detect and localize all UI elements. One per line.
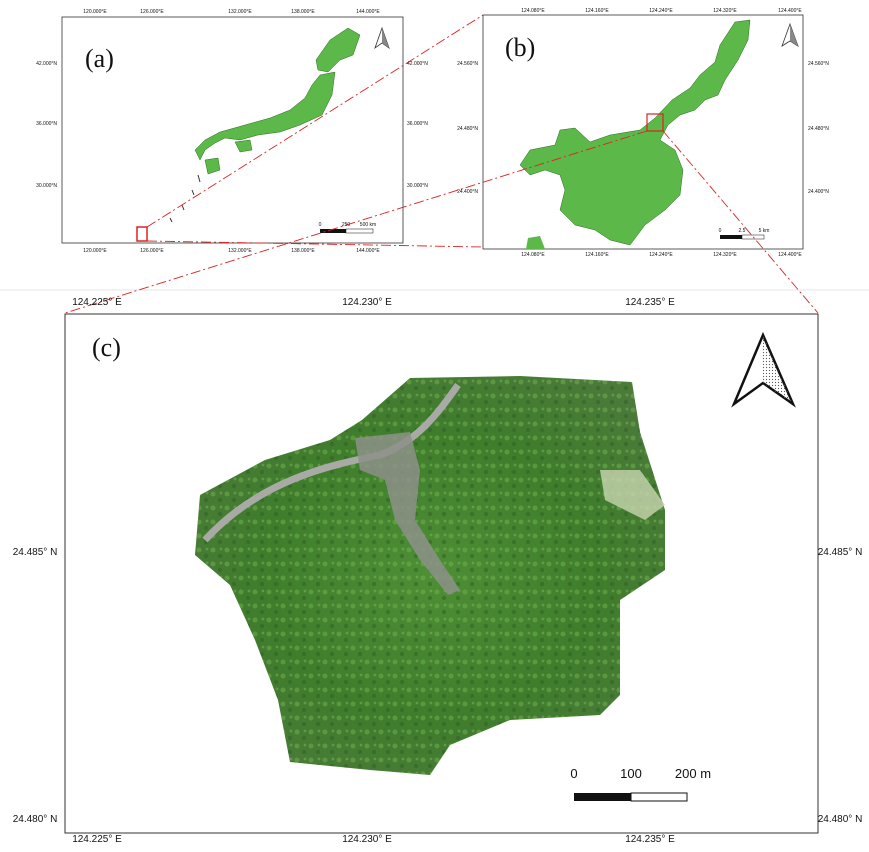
y-tick-label: 24.400°N xyxy=(457,189,478,195)
y-tick-label: 24.560°N xyxy=(808,61,829,67)
page: Study area map {"panels": [ {"label": "(… xyxy=(0,0,869,847)
panel-label: (b) xyxy=(505,33,535,62)
y-tick-label: 30.000°N xyxy=(407,183,428,189)
y-tick-label: 42.000°N xyxy=(36,61,57,67)
scale-bar xyxy=(346,229,373,233)
panel-label: (a) xyxy=(85,44,114,73)
x-tick-label: 124.240°E xyxy=(649,8,673,14)
x-tick-label: 124.320°E xyxy=(713,8,737,14)
x-tick-label: 124.230° E xyxy=(342,297,392,308)
panel-a: (a) xyxy=(62,17,403,243)
figure: (a) (b) (c) 120.000°E120.000°E126.000° xyxy=(0,0,869,847)
x-tick-label: 124.235° E xyxy=(625,834,675,845)
scale-bar xyxy=(631,793,687,801)
x-tick-label: 132.000°E xyxy=(228,9,252,15)
panel-c: (c) xyxy=(65,314,818,833)
y-tick-label: 42.000°N xyxy=(407,61,428,67)
scale-label: 500 km xyxy=(360,222,376,228)
x-tick-label: 124.235° E xyxy=(625,297,675,308)
y-tick-label: 24.485° N xyxy=(818,547,863,558)
y-tick-label: 24.480°N xyxy=(808,126,829,132)
x-tick-label: 124.080°E xyxy=(521,8,545,14)
y-tick-label: 36.000°N xyxy=(36,121,57,127)
page-body: (a) (b) (c) 120.000°E120.000°E126.000° xyxy=(0,0,869,847)
scale-label: 0 xyxy=(719,228,722,234)
x-tick-label: 120.000°E xyxy=(83,248,107,254)
y-tick-label: 36.000°N xyxy=(407,121,428,127)
panel-label: (c) xyxy=(92,333,121,362)
x-tick-label: 124.225° E xyxy=(72,834,122,845)
scale-label: 200 m xyxy=(675,766,711,781)
x-tick-label: 124.400°E xyxy=(778,252,802,258)
y-tick-label: 30.000°N xyxy=(36,183,57,189)
x-tick-label: 124.230° E xyxy=(342,834,392,845)
y-tick-label: 24.485° N xyxy=(13,547,58,558)
y-tick-label: 24.400°N xyxy=(808,189,829,195)
x-tick-label: 126.000°E xyxy=(140,248,164,254)
scale-label: 2.5 xyxy=(739,228,746,234)
scale-label: 5 km xyxy=(759,228,770,234)
x-tick-label: 144.000°E xyxy=(356,9,380,15)
scale-bar xyxy=(720,235,742,239)
scale-label: 0 xyxy=(570,766,577,781)
scale-label: 250 xyxy=(342,222,351,228)
x-tick-label: 124.080°E xyxy=(521,252,545,258)
x-tick-label: 144.000°E xyxy=(356,248,380,254)
x-tick-label: 124.160°E xyxy=(585,252,609,258)
scale-label: 0 xyxy=(319,222,322,228)
scale-bar xyxy=(574,793,631,801)
x-tick-label: 126.000°E xyxy=(140,9,164,15)
x-tick-label: 124.400°E xyxy=(778,8,802,14)
y-tick-label: 24.480°N xyxy=(457,126,478,132)
y-tick-label: 24.480° N xyxy=(818,814,863,825)
y-tick-label: 24.560°N xyxy=(457,61,478,67)
x-tick-label: 120.000°E xyxy=(83,9,107,15)
x-tick-label: 124.160°E xyxy=(585,8,609,14)
x-tick-label: 138.000°E xyxy=(291,9,315,15)
x-tick-label: 124.320°E xyxy=(713,252,737,258)
x-tick-label: 132.000°E xyxy=(228,248,252,254)
x-tick-label: 138.000°E xyxy=(291,248,315,254)
x-tick-label: 124.240°E xyxy=(649,252,673,258)
scale-label: 100 xyxy=(620,766,642,781)
x-tick-label: 124.225° E xyxy=(72,297,122,308)
y-tick-label: 24.480° N xyxy=(13,814,58,825)
